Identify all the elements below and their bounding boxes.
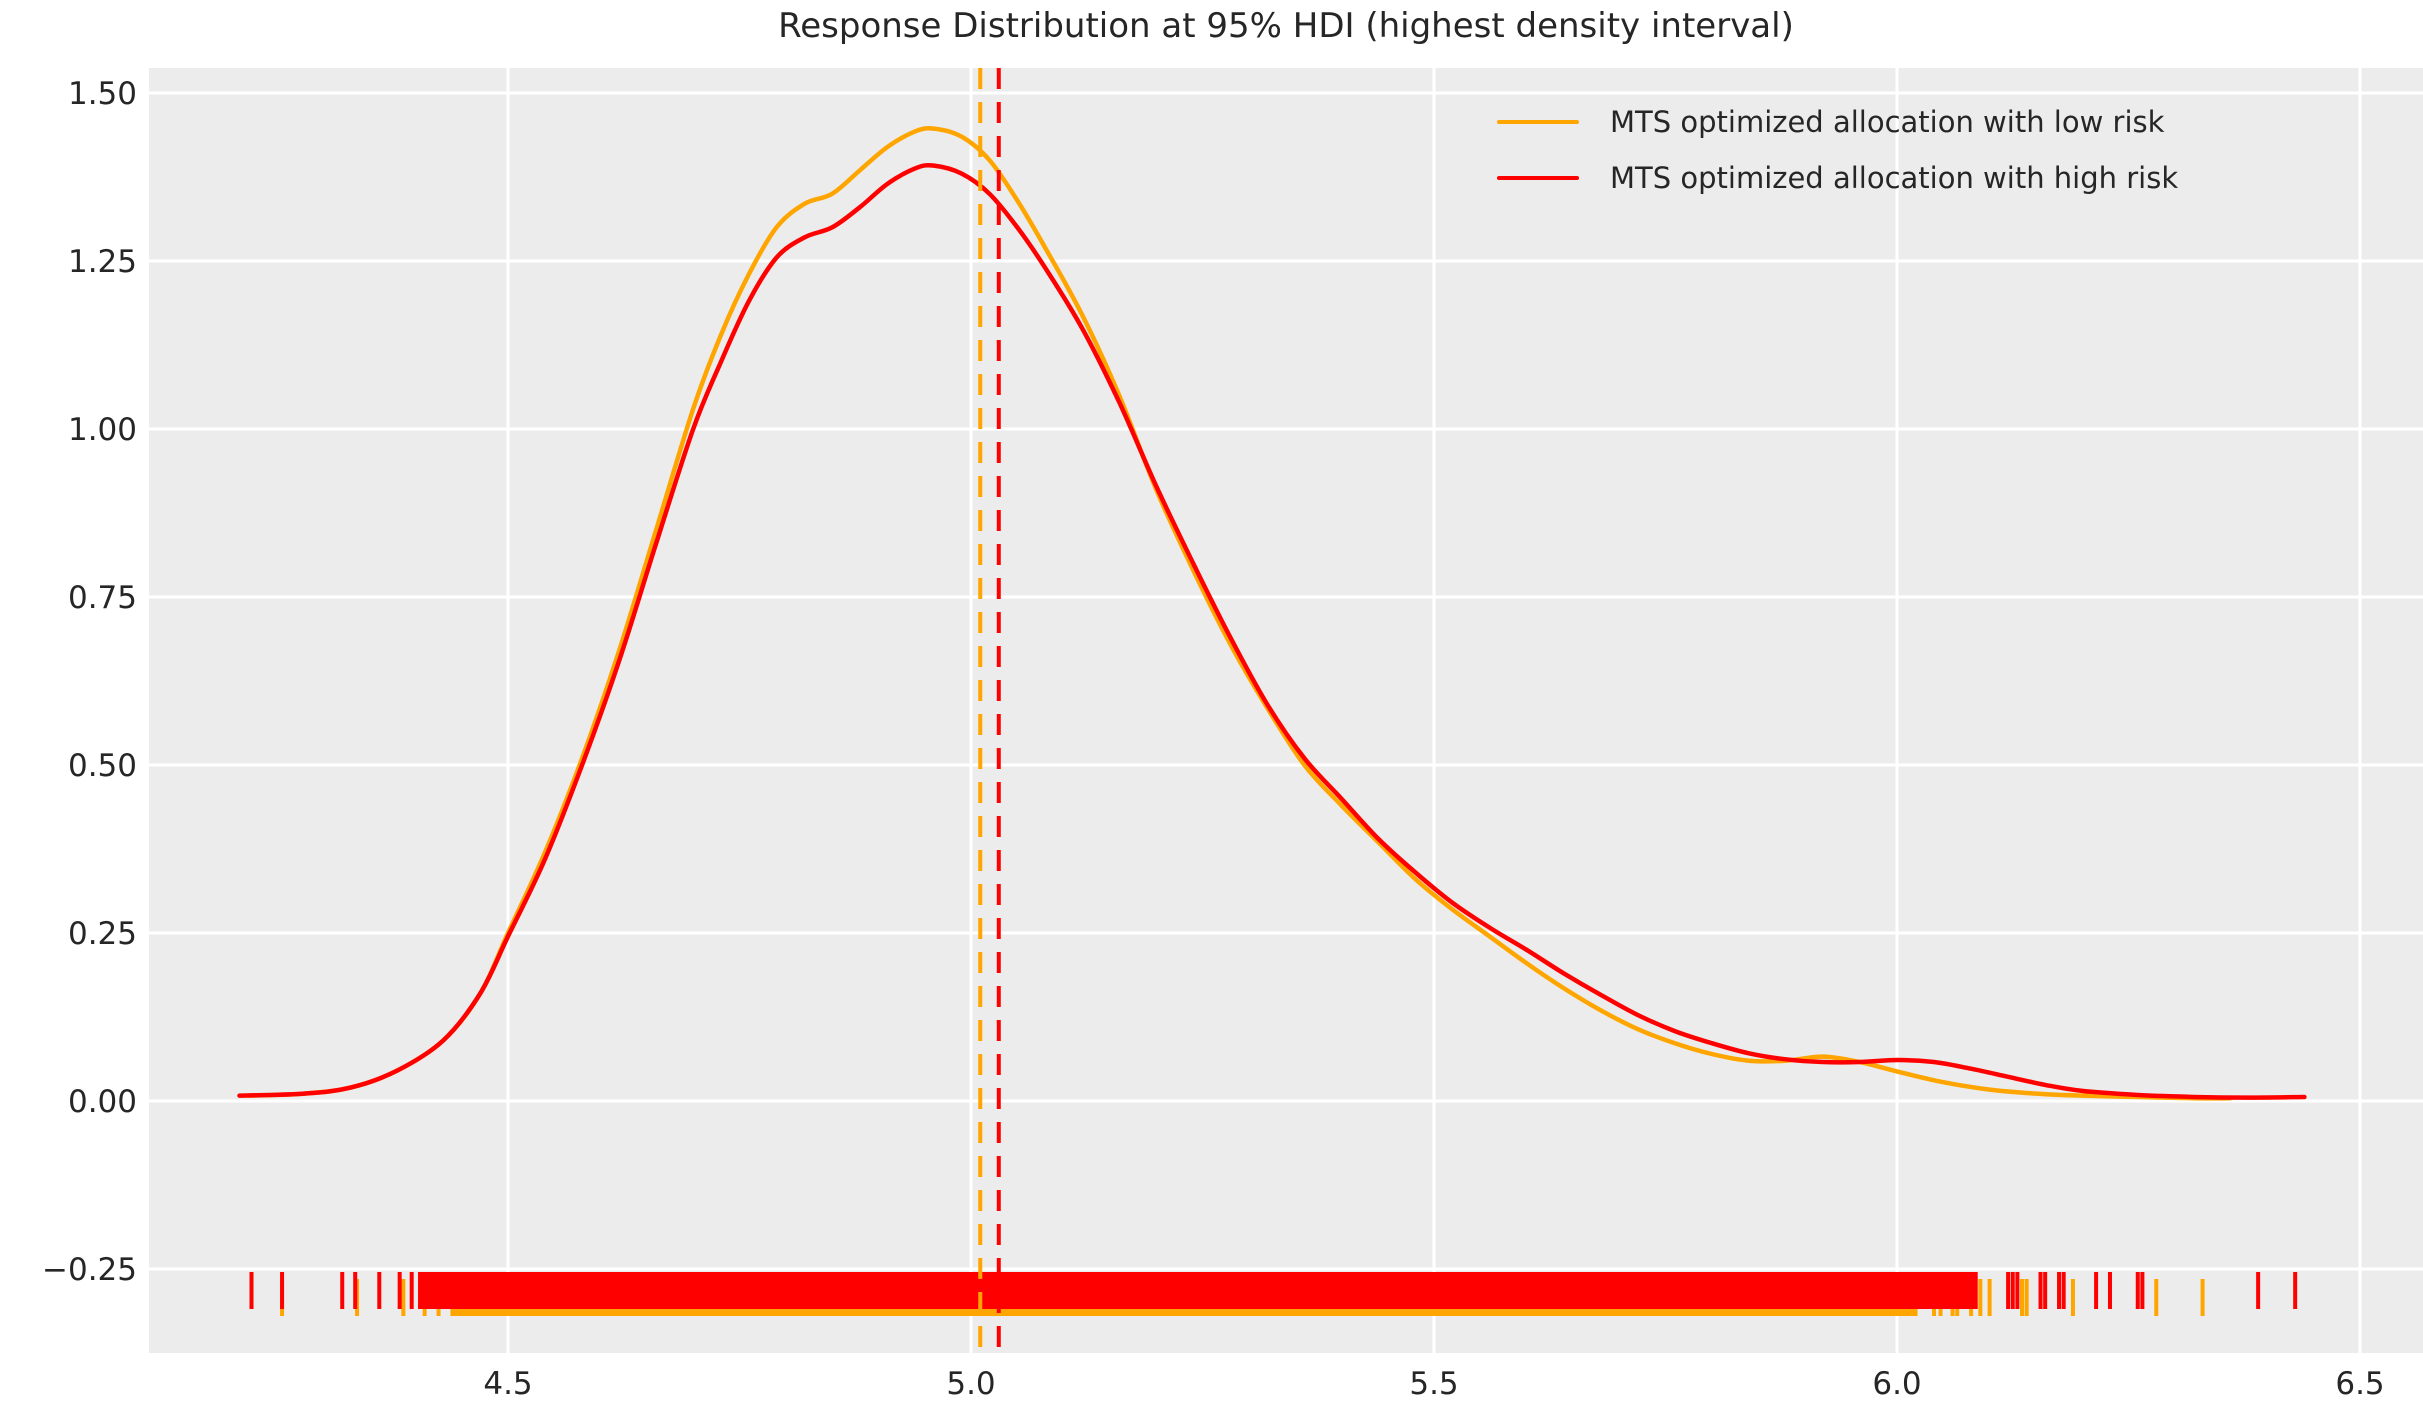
x-tick-label: 6.0 bbox=[1872, 1366, 1921, 1402]
y-tick-label: −0.25 bbox=[42, 1252, 137, 1288]
x-tick-label: 5.0 bbox=[946, 1366, 995, 1402]
x-tick-label: 4.5 bbox=[483, 1366, 532, 1402]
x-tick-labels: 4.5 5.0 5.5 6.0 6.5 bbox=[483, 1366, 2384, 1402]
x-tick-label: 5.5 bbox=[1409, 1366, 1458, 1402]
y-tick-label: 1.25 bbox=[68, 244, 137, 280]
legend-line-swatch-high-risk bbox=[1497, 176, 1579, 180]
gridlines bbox=[149, 68, 2423, 1353]
legend-item-low-risk: MTS optimized allocation with low risk bbox=[1497, 94, 2178, 150]
legend-label-high-risk: MTS optimized allocation with high risk bbox=[1610, 161, 2179, 195]
rug-high_risk bbox=[249, 1272, 2298, 1309]
legend-line-swatch-low-risk bbox=[1497, 120, 1579, 124]
legend-label-low-risk: MTS optimized allocation with low risk bbox=[1610, 105, 2165, 139]
kde-curve-high_risk bbox=[237, 162, 2307, 1100]
y-tick-label: 0.00 bbox=[68, 1084, 137, 1120]
legend: MTS optimized allocation with low risk M… bbox=[1497, 94, 2178, 206]
x-tick-label: 6.5 bbox=[2335, 1366, 2384, 1402]
chart-title: Response Distribution at 95% HDI (highes… bbox=[778, 6, 1794, 46]
legend-item-high-risk: MTS optimized allocation with high risk bbox=[1497, 150, 2178, 206]
y-tick-labels: 1.50 1.25 1.00 0.75 0.50 0.25 0.00 −0.25 bbox=[42, 76, 137, 1288]
y-tick-label: 1.50 bbox=[68, 76, 137, 112]
y-tick-label: 0.25 bbox=[68, 916, 137, 952]
y-tick-label: 0.50 bbox=[68, 748, 137, 784]
y-tick-label: 0.75 bbox=[68, 580, 137, 616]
plot-area bbox=[149, 68, 2423, 1353]
y-tick-label: 1.00 bbox=[68, 412, 137, 448]
